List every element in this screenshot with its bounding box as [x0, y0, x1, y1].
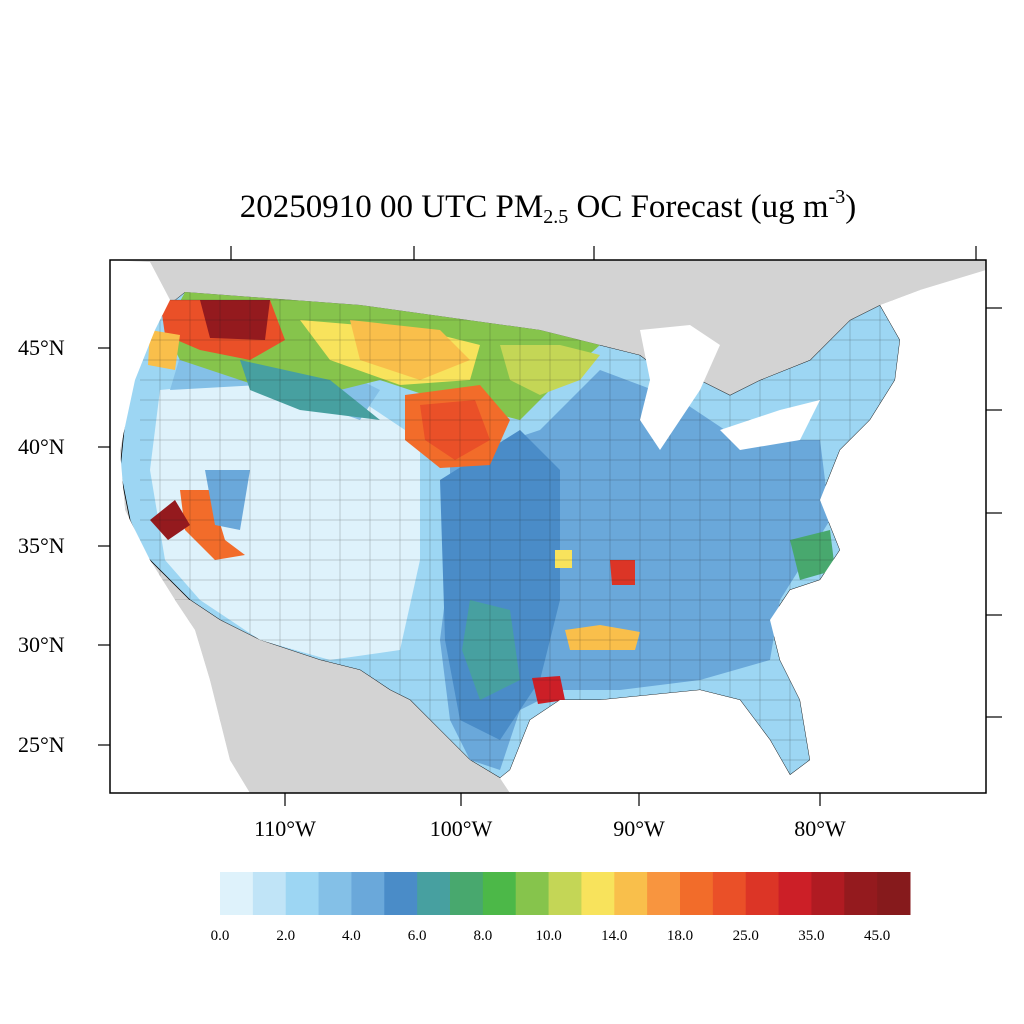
oregon-coast — [148, 330, 180, 370]
lat-label-45: 45°N — [18, 335, 65, 360]
colorbar-tick-label: 45.0 — [864, 928, 891, 944]
arkansas-hotspot — [555, 550, 572, 568]
lon-label-110w: 110°W — [254, 816, 316, 841]
colorbar-tick-label: 4.0 — [342, 928, 361, 944]
colorbar-tick-label: 8.0 — [473, 928, 493, 944]
louisiana-hotspots — [565, 625, 640, 650]
california-orange — [180, 490, 245, 560]
tick-marks — [98, 246, 1002, 806]
lon-label-100w: 100°W — [429, 816, 493, 841]
texas-central-teal — [462, 600, 520, 700]
nebraska-core — [420, 400, 490, 460]
colorbar-tick-label: 18.0 — [666, 928, 694, 944]
map-title: 20250910 00 UTC PM2.5 OC Forecast (ug m-… — [239, 186, 857, 228]
colorbar-tick-label: 25.0 — [732, 928, 759, 944]
lon-label-90w: 90°W — [613, 816, 665, 841]
colorbar-tick-label: 2.0 — [276, 928, 296, 944]
map-frame — [109, 259, 987, 794]
houston-hotspot — [532, 676, 565, 704]
colorbar-tick-label: 10.0 — [535, 928, 562, 944]
lat-label-35: 35°N — [18, 533, 65, 558]
colorbar-tick-label: 35.0 — [798, 928, 825, 944]
mississippi-hotspot — [610, 560, 635, 585]
lat-label-25: 25°N — [18, 732, 65, 757]
lat-label-30: 30°N — [18, 632, 65, 657]
dakota-orange — [350, 320, 470, 380]
lon-label-80w: 80°W — [794, 816, 846, 841]
colorbar-tick-label: 14.0 — [601, 928, 628, 944]
colorbar-tick-label: 0.0 — [210, 928, 230, 944]
north-carolina-green — [790, 530, 835, 580]
lat-label-40: 40°N — [18, 434, 65, 459]
colorbar-tick-label: 6.0 — [407, 928, 427, 944]
